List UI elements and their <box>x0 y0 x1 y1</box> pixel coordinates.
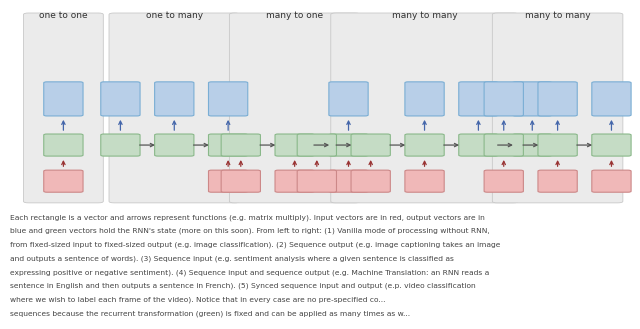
Text: many to many: many to many <box>392 11 458 20</box>
FancyBboxPatch shape <box>459 134 498 156</box>
FancyBboxPatch shape <box>155 82 194 116</box>
FancyBboxPatch shape <box>592 170 631 192</box>
FancyBboxPatch shape <box>513 82 552 116</box>
FancyBboxPatch shape <box>459 82 498 116</box>
Text: where we wish to label each frame of the video). Notice that in every case are n: where we wish to label each frame of the… <box>10 296 385 303</box>
FancyBboxPatch shape <box>331 13 518 203</box>
FancyBboxPatch shape <box>592 134 631 156</box>
FancyBboxPatch shape <box>405 82 444 116</box>
FancyBboxPatch shape <box>155 134 194 156</box>
FancyBboxPatch shape <box>209 82 248 116</box>
Text: one to one: one to one <box>39 11 88 20</box>
FancyBboxPatch shape <box>405 170 444 192</box>
FancyBboxPatch shape <box>209 170 248 192</box>
FancyBboxPatch shape <box>484 82 524 116</box>
FancyBboxPatch shape <box>100 82 140 116</box>
FancyBboxPatch shape <box>329 82 368 116</box>
FancyBboxPatch shape <box>351 134 390 156</box>
FancyBboxPatch shape <box>484 170 524 192</box>
FancyBboxPatch shape <box>351 170 390 192</box>
Text: many to many: many to many <box>525 11 591 20</box>
Text: and outputs a sentence of words). (3) Sequence input (e.g. sentiment analysis wh: and outputs a sentence of words). (3) Se… <box>10 255 454 262</box>
FancyBboxPatch shape <box>329 170 368 192</box>
FancyBboxPatch shape <box>297 134 337 156</box>
FancyBboxPatch shape <box>275 134 314 156</box>
FancyBboxPatch shape <box>221 134 260 156</box>
FancyBboxPatch shape <box>44 170 83 192</box>
Text: many to one: many to one <box>266 11 323 20</box>
FancyBboxPatch shape <box>405 134 444 156</box>
FancyBboxPatch shape <box>513 134 552 156</box>
Text: one to many: one to many <box>146 11 203 20</box>
FancyBboxPatch shape <box>44 134 83 156</box>
Text: sequences because the recurrent transformation (green) is fixed and can be appli: sequences because the recurrent transfor… <box>10 310 410 317</box>
FancyBboxPatch shape <box>538 82 577 116</box>
FancyBboxPatch shape <box>538 134 577 156</box>
FancyBboxPatch shape <box>209 134 248 156</box>
FancyBboxPatch shape <box>229 13 360 203</box>
FancyBboxPatch shape <box>538 170 577 192</box>
FancyBboxPatch shape <box>275 170 314 192</box>
Text: expressing positive or negative sentiment). (4) Sequence input and sequence outp: expressing positive or negative sentimen… <box>10 269 489 276</box>
Text: from fixed-sized input to fixed-sized output (e.g. image classification). (2) Se: from fixed-sized input to fixed-sized ou… <box>10 241 500 248</box>
FancyBboxPatch shape <box>592 82 631 116</box>
FancyBboxPatch shape <box>221 170 260 192</box>
FancyBboxPatch shape <box>492 13 623 203</box>
FancyBboxPatch shape <box>484 134 524 156</box>
FancyBboxPatch shape <box>297 170 337 192</box>
Text: sentence in English and then outputs a sentence in French). (5) Synced sequence : sentence in English and then outputs a s… <box>10 283 476 289</box>
Text: blue and green vectors hold the RNN's state (more on this soon). From left to ri: blue and green vectors hold the RNN's st… <box>10 228 490 234</box>
FancyBboxPatch shape <box>100 134 140 156</box>
FancyBboxPatch shape <box>329 134 368 156</box>
FancyBboxPatch shape <box>109 13 239 203</box>
Text: Each rectangle is a vector and arrows represent functions (e.g. matrix multiply): Each rectangle is a vector and arrows re… <box>10 214 484 221</box>
FancyBboxPatch shape <box>44 82 83 116</box>
FancyBboxPatch shape <box>24 13 103 203</box>
